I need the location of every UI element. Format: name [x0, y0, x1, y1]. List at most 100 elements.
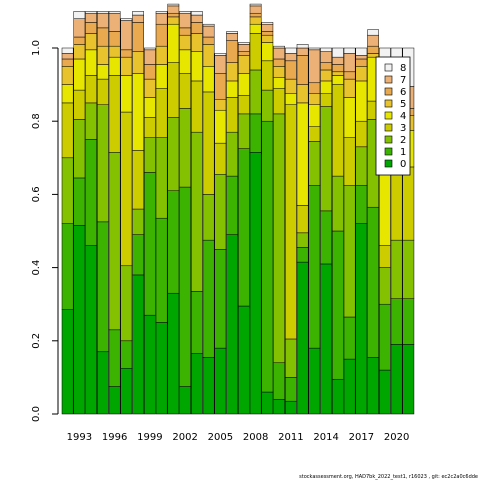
y-tick-label: 0.8 — [31, 113, 42, 129]
bar-stack-2016 — [343, 47, 356, 415]
bar-segment-2021-age-3 — [402, 166, 415, 241]
bar-segment-2020-age-2 — [390, 239, 403, 299]
bar-segment-1995-age-2 — [97, 104, 109, 223]
bar-segment-2013-age-8 — [308, 47, 321, 51]
bar-stack-2006 — [226, 31, 238, 415]
bar-segment-2005-age-5 — [214, 98, 227, 111]
bar-segment-1999-age-4 — [144, 97, 156, 118]
bar-segment-2013-age-7 — [308, 49, 321, 84]
x-tick-label: 2017 — [349, 432, 374, 443]
bar-segment-2007-age-1 — [238, 148, 250, 307]
bar-segment-2013-age-4 — [308, 104, 321, 127]
bar-segment-2002-age-6 — [179, 27, 191, 36]
x-axis: 1993 1996 1999 2002 2005 2008 2011 2014 2017 2020 — [67, 432, 410, 443]
bar-stack-1996 — [108, 11, 121, 415]
bar-segment-2007-age-8 — [238, 42, 250, 45]
legend-label-5: 5 — [400, 99, 406, 110]
bar-segment-1997-age-7 — [120, 20, 133, 51]
bar-segment-2001-age-6 — [167, 12, 180, 18]
bar-segment-2015-age-4 — [332, 75, 344, 85]
bar-segment-2008-age-5 — [249, 16, 262, 25]
bar-segment-1995-age-0 — [97, 351, 109, 415]
bar-segment-1996-age-8 — [108, 11, 121, 14]
bar-segment-2017-age-6 — [355, 58, 368, 67]
bar-segment-1995-age-5 — [97, 45, 109, 65]
bar-segment-1997-age-8 — [120, 18, 133, 21]
bar-segment-1998-age-7 — [132, 14, 144, 23]
x-tick-label: 1993 — [67, 432, 92, 443]
bar-segment-2014-age-5 — [320, 69, 332, 82]
bar-segment-2017-age-4 — [355, 80, 368, 122]
bar-segment-1993-age-1 — [73, 177, 86, 226]
bar-stack-2009 — [261, 22, 274, 415]
bar-segment-2017-age-3 — [355, 120, 368, 148]
bar-segment-2004-age-1 — [202, 239, 215, 358]
x-tick-label: 2014 — [313, 432, 338, 443]
bar-segment-2002-age-1 — [179, 186, 191, 387]
bar-segment-2019-age-2 — [379, 267, 391, 305]
bar-segment-2012-age-6 — [296, 55, 309, 85]
y-tick-label: 0.6 — [31, 186, 42, 202]
bar-segment-2016-age-4 — [343, 97, 356, 138]
bar-segment-2000-age-1 — [155, 217, 168, 323]
bar-segment-2017-age-2 — [355, 146, 368, 186]
bar-segment-2012-age-7 — [296, 47, 309, 56]
bar-stack-1993 — [73, 11, 86, 415]
legend-label-1: 1 — [400, 147, 406, 158]
bar-segment-2013-age-1 — [308, 185, 321, 349]
bar-segment-1996-age-6 — [108, 31, 121, 47]
bar-segment-2012-age-4 — [296, 102, 309, 206]
bar-segment-2009-age-1 — [261, 120, 274, 393]
y-tick-label: 0.0 — [31, 406, 42, 422]
bar-segment-1999-age-5 — [144, 78, 156, 98]
bar-segment-2011-age-6 — [285, 60, 297, 80]
bar-segment-1998-age-6 — [132, 22, 144, 52]
bar-segment-2016-age-0 — [343, 358, 356, 415]
bar-segment-2010-age-4 — [273, 77, 285, 89]
bar-segment-1996-age-0 — [108, 386, 121, 415]
bar-segment-2007-age-5 — [238, 55, 250, 74]
x-tick-label: 2005 — [208, 432, 233, 443]
bar-segment-2021-age-0 — [402, 344, 415, 415]
y-axis: 0.0 0.2 0.4 0.6 0.8 1.0 — [31, 40, 59, 422]
bar-segment-2000-age-4 — [155, 64, 168, 89]
bar-segment-2011-age-2 — [285, 338, 297, 378]
bar-segment-2004-age-7 — [202, 25, 215, 38]
bar-segment-2006-age-8 — [226, 31, 238, 34]
bar-segment-1997-age-2 — [120, 265, 133, 342]
bar-segment-2010-age-0 — [273, 399, 285, 415]
bar-segment-2008-age-7 — [249, 5, 262, 14]
bar-segment-2015-age-6 — [332, 64, 344, 73]
bar-segment-2006-age-6 — [226, 40, 238, 63]
x-tick-label: 2020 — [384, 432, 409, 443]
bar-segment-2012-age-3 — [296, 205, 309, 234]
bar-segment-2010-age-1 — [273, 362, 285, 400]
bar-segment-2012-age-8 — [296, 44, 309, 49]
bar-segment-2008-age-6 — [249, 12, 262, 18]
bar-stack-2003 — [191, 11, 203, 415]
bar-stack-1997 — [120, 18, 133, 415]
bar-segment-2011-age-7 — [285, 53, 297, 62]
bar-stack-2010 — [273, 45, 285, 415]
bar-segment-2014-age-3 — [320, 93, 332, 107]
bar-segment-2011-age-3 — [285, 104, 297, 340]
bar-segment-2002-age-0 — [179, 386, 191, 415]
bar-segment-1992-age-6 — [61, 58, 74, 67]
bar-segment-2014-age-6 — [320, 62, 332, 71]
bar-segment-2015-age-3 — [332, 84, 344, 177]
x-tick-label: 1999 — [137, 432, 162, 443]
bar-segment-1996-age-4 — [108, 56, 121, 76]
bar-stack-2002 — [179, 11, 191, 415]
bar-segment-1996-age-3 — [108, 75, 121, 153]
bar-segment-1998-age-5 — [132, 51, 144, 74]
bar-segment-2015-age-0 — [332, 378, 344, 415]
legend-swatch-2 — [384, 135, 393, 144]
legend-swatch-4 — [384, 111, 393, 120]
bar-segment-2010-age-5 — [273, 66, 285, 78]
legend-swatch-7 — [384, 75, 393, 84]
bar-segment-2000-age-7 — [155, 12, 168, 25]
bar-segment-2011-age-8 — [285, 47, 297, 54]
bar-segment-1997-age-4 — [120, 75, 133, 113]
bar-segment-2003-age-6 — [191, 22, 203, 34]
bar-segment-2005-age-6 — [214, 73, 227, 100]
